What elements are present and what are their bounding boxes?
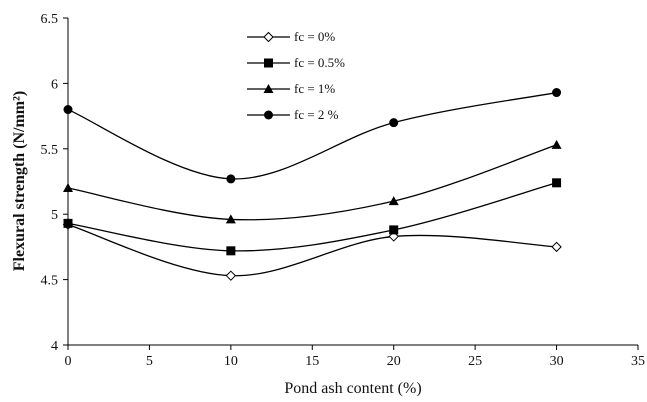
- data-point-series-3: [226, 174, 236, 184]
- y-axis-ticks: 4 4.5 5 5.5 6 6.5: [41, 12, 68, 354]
- x-tick-label: 20: [387, 354, 401, 369]
- data-point-series-0: [225, 270, 237, 281]
- data-point-series-1: [226, 246, 236, 256]
- legend-label: fc = 0.5%: [294, 55, 345, 70]
- data-point-series-1: [389, 225, 399, 235]
- x-tick-label: 25: [468, 354, 482, 369]
- legend-marker: [264, 110, 273, 120]
- series-lines: [67, 91, 557, 277]
- data-point-series-3: [552, 88, 562, 98]
- legend-label: fc = 0%: [294, 29, 335, 44]
- x-tick-label: 10: [224, 354, 238, 369]
- y-tick-label: 4: [51, 339, 58, 354]
- y-tick-label: 5: [51, 208, 58, 223]
- data-point-series-3: [389, 118, 399, 128]
- y-tick-label: 6: [51, 77, 58, 92]
- data-point-series-1: [552, 178, 562, 188]
- legend-label: fc = 2 %: [294, 107, 339, 122]
- legend-marker: [264, 58, 273, 68]
- x-tick-label: 5: [146, 354, 153, 369]
- legend-marker: [263, 84, 274, 93]
- y-tick-label: 4.5: [41, 274, 59, 289]
- data-point-series-2: [225, 214, 236, 224]
- data-point-series-3: [63, 105, 73, 115]
- data-point-series-0: [551, 241, 562, 253]
- series-line-1: [67, 182, 557, 252]
- legend-marker: [263, 31, 274, 43]
- x-tick-label: 0: [65, 354, 72, 369]
- axes: [67, 18, 638, 346]
- legend-label: fc = 1%: [294, 81, 335, 96]
- series-markers: [62, 88, 562, 281]
- data-point-series-2: [551, 139, 562, 149]
- x-axis-ticks: 0 5 10 15 20 25 30 35: [65, 345, 645, 369]
- data-point-series-1: [63, 218, 73, 228]
- series-line-0: [67, 224, 557, 277]
- x-tick-label: 30: [550, 354, 564, 369]
- y-tick-label: 6.5: [41, 12, 59, 27]
- legend: fc = 0% fc = 0.5% fc = 1% fc = 2 %: [247, 29, 345, 122]
- x-tick-label: 15: [305, 354, 319, 369]
- series-line-2: [67, 144, 557, 221]
- data-point-series-2: [388, 196, 399, 206]
- series-line-3: [67, 91, 557, 180]
- y-tick-label: 5.5: [41, 143, 59, 158]
- data-point-series-2: [63, 183, 73, 193]
- y-axis-title: Flexural strength (N/mm²): [11, 91, 28, 271]
- x-tick-label: 35: [631, 354, 645, 369]
- x-axis-title: Pond ash content (%): [284, 380, 421, 397]
